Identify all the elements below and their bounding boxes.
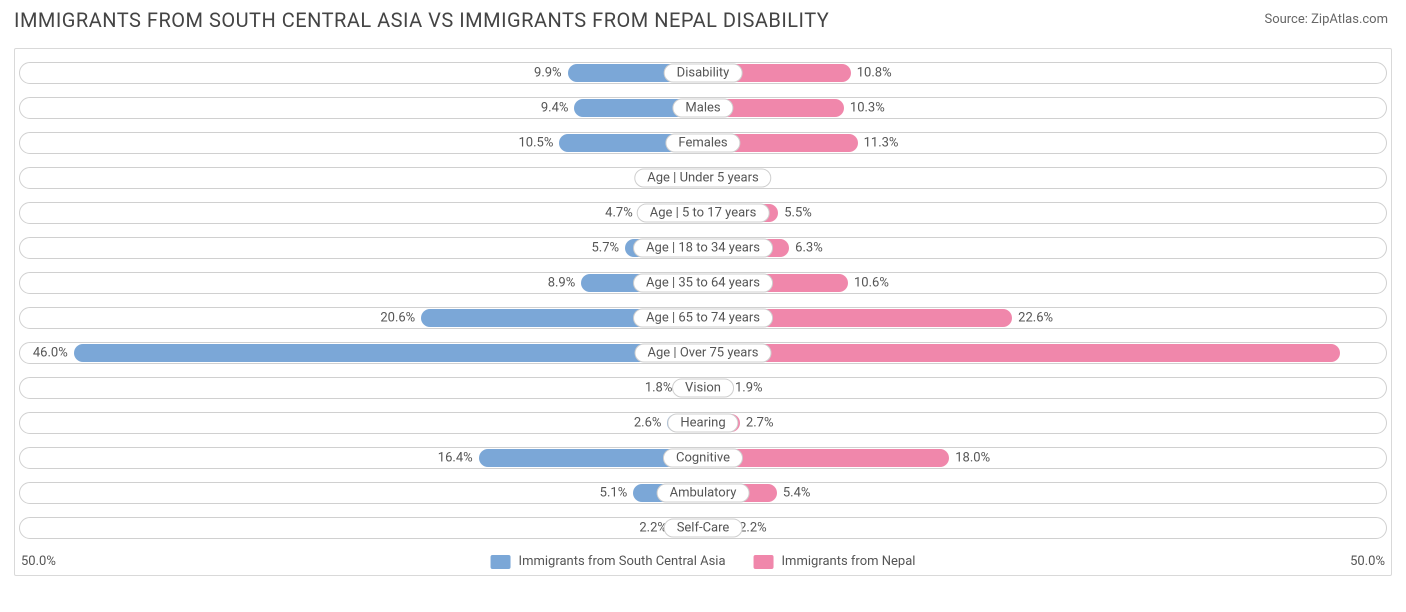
category-pill: Vision xyxy=(672,378,734,397)
value-right: 2.7% xyxy=(746,415,774,430)
category-pill: Age | 5 to 17 years xyxy=(637,203,770,222)
legend-swatch-left xyxy=(491,555,511,569)
value-right: 1.9% xyxy=(735,380,763,395)
value-right: 10.3% xyxy=(850,100,885,115)
value-left: 20.6% xyxy=(380,310,415,325)
value-left: 46.0% xyxy=(33,345,68,360)
category-pill: Cognitive xyxy=(663,448,743,467)
legend-item-right: Immigrants from Nepal xyxy=(754,554,916,569)
data-row: 1.0%1.0%Age | Under 5 years xyxy=(19,162,1387,193)
data-row: 4.7% 5.5% Age | 5 to 17 years xyxy=(19,197,1387,228)
legend-label-right: Immigrants from Nepal xyxy=(782,554,916,569)
value-right: 10.8% xyxy=(857,65,892,80)
chart-title: IMMIGRANTS FROM SOUTH CENTRAL ASIA VS IM… xyxy=(14,8,829,32)
axis-right-label: 50.0% xyxy=(1350,554,1385,569)
value-right: 5.4% xyxy=(783,485,811,500)
value-right: 22.6% xyxy=(1018,310,1053,325)
value-right: 11.3% xyxy=(864,135,899,150)
value-right: 18.0% xyxy=(955,450,990,465)
data-row: 2.6% 2.7% Hearing xyxy=(19,407,1387,438)
value-left: 4.7% xyxy=(605,205,633,220)
data-row: 1.8% 1.9%Vision xyxy=(19,372,1387,403)
data-row: 5.7% 6.3% Age | 18 to 34 years xyxy=(19,232,1387,263)
legend-label-left: Immigrants from South Central Asia xyxy=(519,554,726,569)
value-left: 2.6% xyxy=(634,415,662,430)
rows-container: 9.9% 10.8% Disability 9.4% 10.3% Males 10.5% 11… xyxy=(19,55,1387,545)
value-right: 46.6% xyxy=(1346,345,1381,360)
category-pill: Age | 35 to 64 years xyxy=(633,273,773,292)
value-left: 5.7% xyxy=(591,240,619,255)
data-row: 5.1% 5.4% Ambulatory xyxy=(19,477,1387,508)
axis: 50.0% 50.0% Immigrants from South Centra… xyxy=(21,549,1385,569)
category-pill: Hearing xyxy=(667,413,738,432)
value-left: 8.9% xyxy=(548,275,576,290)
value-left: 9.9% xyxy=(534,65,562,80)
data-row: 10.5% 11.3% Females xyxy=(19,127,1387,158)
value-right: 5.5% xyxy=(784,205,812,220)
chart-canvas: IMMIGRANTS FROM SOUTH CENTRAL ASIA VS IM… xyxy=(0,0,1406,612)
category-pill: Age | Over 75 years xyxy=(635,343,772,362)
value-left: 10.5% xyxy=(519,135,554,150)
category-pill: Ambulatory xyxy=(657,483,750,502)
value-right: 2.2% xyxy=(739,520,767,535)
data-row: 9.9% 10.8% Disability xyxy=(19,57,1387,88)
data-row: 16.4% 18.0% Cognitive xyxy=(19,442,1387,473)
value-left: 16.4% xyxy=(438,450,473,465)
source-label: Source: ZipAtlas.com xyxy=(1264,12,1388,27)
category-pill: Self-Care xyxy=(664,518,743,537)
data-row: 20.6% 22.6% Age | 65 to 74 years xyxy=(19,302,1387,333)
value-right: 6.3% xyxy=(795,240,823,255)
bar-left xyxy=(74,344,703,362)
category-pill: Females xyxy=(665,133,740,152)
legend: Immigrants from South Central Asia Immig… xyxy=(491,554,916,569)
category-pill: Disability xyxy=(664,63,743,82)
value-right: 10.6% xyxy=(854,275,889,290)
data-row: 2.2%2.2%Self-Care xyxy=(19,512,1387,543)
bar-right xyxy=(703,344,1340,362)
data-row: 8.9% 10.6% Age | 35 to 64 years xyxy=(19,267,1387,298)
category-pill: Males xyxy=(672,98,733,117)
data-row: 46.0% 46.6% Age | Over 75 years xyxy=(19,337,1387,368)
plot-area: 9.9% 10.8% Disability 9.4% 10.3% Males 10.5% 11… xyxy=(14,48,1392,576)
data-row: 9.4% 10.3% Males xyxy=(19,92,1387,123)
legend-item-left: Immigrants from South Central Asia xyxy=(491,554,726,569)
legend-swatch-right xyxy=(754,555,774,569)
value-left: 9.4% xyxy=(541,100,569,115)
value-left: 5.1% xyxy=(600,485,628,500)
category-pill: Age | 18 to 34 years xyxy=(633,238,773,257)
category-pill: Age | Under 5 years xyxy=(634,168,771,187)
value-left: 1.8% xyxy=(645,380,673,395)
axis-left-label: 50.0% xyxy=(21,554,56,569)
category-pill: Age | 65 to 74 years xyxy=(633,308,773,327)
